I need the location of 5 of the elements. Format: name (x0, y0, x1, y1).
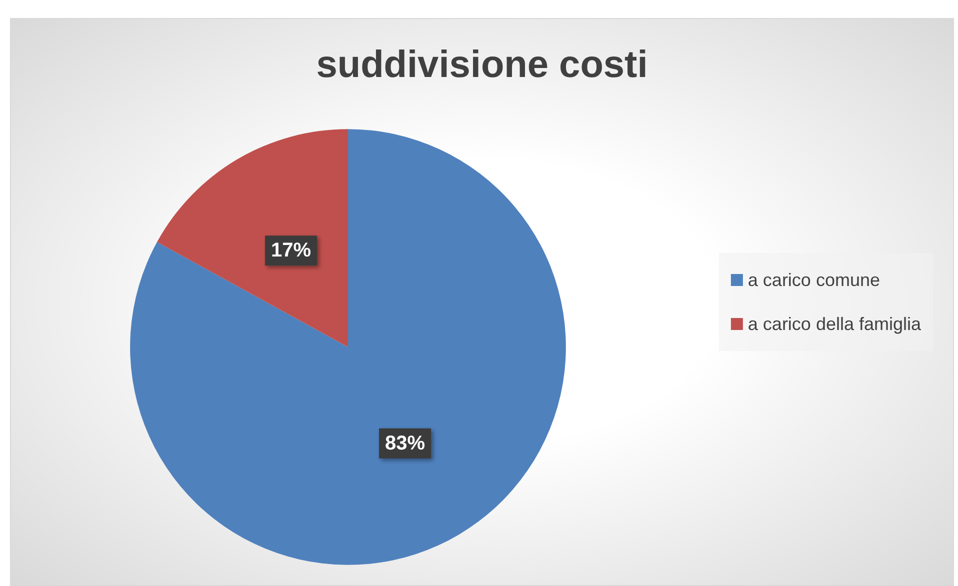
chart-title: suddivisione costi (316, 44, 648, 86)
data-label: 83% (384, 432, 426, 454)
legend-label: a carico della famiglia (748, 314, 922, 334)
data-label: 17% (270, 240, 312, 262)
legend-label: a carico comune (748, 270, 880, 290)
